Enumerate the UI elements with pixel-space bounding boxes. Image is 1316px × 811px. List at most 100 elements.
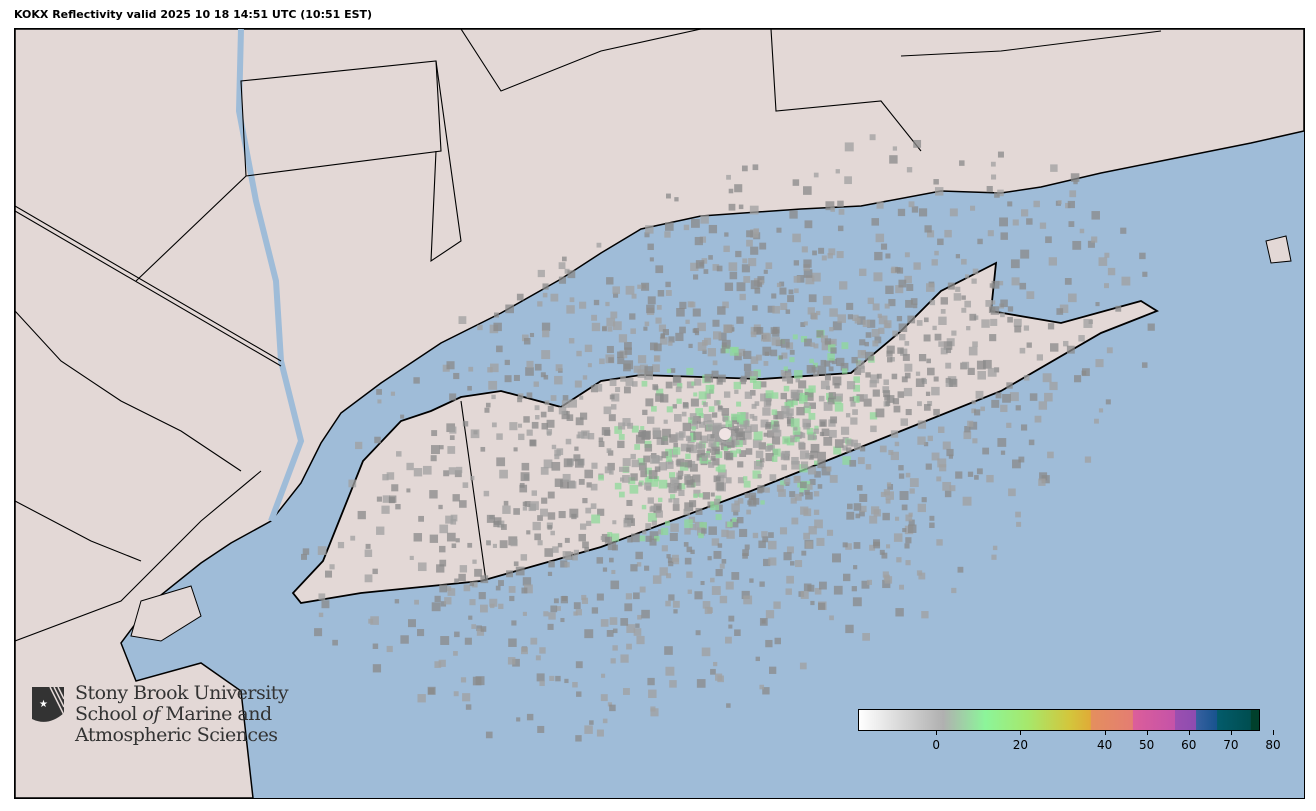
- echo-pixel: [743, 476, 748, 481]
- echo-pixel: [1015, 511, 1021, 518]
- echo-pixel: [705, 384, 715, 394]
- echo-pixel: [820, 359, 827, 366]
- echo-pixel: [943, 341, 953, 350]
- echo-pixel: [1048, 257, 1057, 266]
- echo-pixel: [850, 417, 858, 425]
- echo-pixel: [656, 304, 662, 310]
- echo-pixel: [665, 666, 675, 676]
- echo-pixel: [728, 203, 736, 211]
- echo-pixel: [626, 499, 633, 506]
- echo-pixel: [693, 493, 698, 499]
- echo-pixel: [752, 380, 762, 390]
- echo-pixel: [713, 331, 722, 340]
- echo-pixel: [739, 437, 747, 445]
- echo-pixel: [763, 361, 769, 366]
- echo-pixel: [852, 395, 860, 403]
- echo-pixel: [617, 440, 625, 449]
- echo-pixel: [940, 297, 948, 305]
- echo-pixel: [596, 593, 604, 601]
- echo-pixel: [607, 541, 617, 551]
- radar-map[interactable]: [14, 28, 1305, 799]
- echo-pixel: [897, 391, 905, 398]
- echo-pixel: [511, 620, 517, 626]
- echo-pixel: [449, 426, 457, 434]
- echo-pixel: [846, 302, 854, 310]
- echo-pixel: [759, 242, 767, 250]
- echo-pixel: [643, 326, 648, 331]
- echo-pixel: [603, 406, 612, 415]
- echo-pixel: [708, 224, 718, 234]
- echo-pixel: [713, 661, 718, 667]
- echo-pixel: [337, 541, 345, 549]
- echo-pixel: [661, 545, 668, 552]
- echo-pixel: [691, 426, 696, 431]
- echo-pixel: [1082, 368, 1090, 377]
- echo-pixel: [743, 350, 752, 360]
- echo-pixel: [626, 624, 636, 633]
- echo-pixel: [720, 442, 729, 450]
- echo-pixel: [550, 395, 557, 401]
- echo-pixel: [987, 367, 997, 377]
- echo-pixel: [964, 274, 970, 279]
- echo-pixel: [407, 619, 416, 628]
- echo-pixel: [849, 396, 855, 402]
- echo-pixel: [748, 258, 757, 267]
- echo-pixel: [672, 600, 680, 608]
- echo-pixel: [661, 451, 669, 459]
- echo-pixel: [564, 537, 570, 543]
- echo-pixel: [520, 472, 530, 482]
- echo-pixel: [704, 373, 714, 383]
- echo-pixel: [874, 336, 882, 344]
- echo-pixel: [700, 215, 709, 224]
- echo-pixel: [786, 416, 794, 424]
- echo-pixel: [596, 729, 604, 737]
- echo-pixel: [718, 332, 727, 341]
- echo-pixel: [464, 637, 472, 645]
- echo-pixel: [885, 253, 891, 259]
- echo-pixel: [1038, 401, 1048, 410]
- echo-pixel: [780, 338, 790, 348]
- echo-pixel: [682, 422, 691, 432]
- echo-pixel: [784, 401, 791, 409]
- echo-pixel: [477, 324, 483, 331]
- echo-pixel: [757, 474, 762, 479]
- echo-pixel: [598, 474, 604, 481]
- echo-pixel: [734, 352, 742, 361]
- echo-pixel: [882, 571, 889, 578]
- echo-pixel: [942, 441, 951, 450]
- echo-pixel: [945, 362, 952, 369]
- echo-pixel: [840, 426, 850, 435]
- echo-pixel: [601, 673, 606, 678]
- echo-pixel: [496, 345, 503, 353]
- echo-pixel: [837, 200, 844, 208]
- echo-pixel: [637, 369, 647, 378]
- echo-pixel: [1073, 179, 1078, 185]
- echo-pixel: [674, 414, 682, 422]
- echo-pixel: [937, 426, 945, 433]
- echo-pixel: [701, 647, 711, 657]
- echo-pixel: [990, 161, 996, 167]
- echo-pixel: [762, 346, 772, 356]
- echo-pixel: [808, 385, 816, 393]
- echo-pixel: [591, 462, 598, 469]
- echo-pixel: [736, 401, 742, 407]
- echo-pixel: [725, 452, 734, 461]
- echo-pixel: [892, 330, 899, 337]
- echo-pixel: [370, 616, 379, 625]
- echo-pixel: [639, 535, 646, 542]
- echo-pixel: [804, 338, 812, 347]
- echo-pixel: [491, 394, 496, 400]
- echo-pixel: [568, 399, 577, 408]
- echo-pixel: [749, 205, 759, 215]
- echo-pixel: [771, 424, 780, 433]
- echo-pixel: [618, 491, 625, 498]
- echo-pixel: [833, 446, 842, 455]
- echo-pixel: [807, 433, 815, 440]
- echo-pixel: [673, 498, 680, 505]
- echo-pixel: [712, 360, 718, 366]
- echo-pixel: [899, 333, 906, 341]
- echo-pixel: [492, 543, 497, 548]
- echo-pixel: [817, 484, 823, 489]
- echo-pixel: [532, 521, 541, 531]
- echo-pixel: [808, 526, 817, 535]
